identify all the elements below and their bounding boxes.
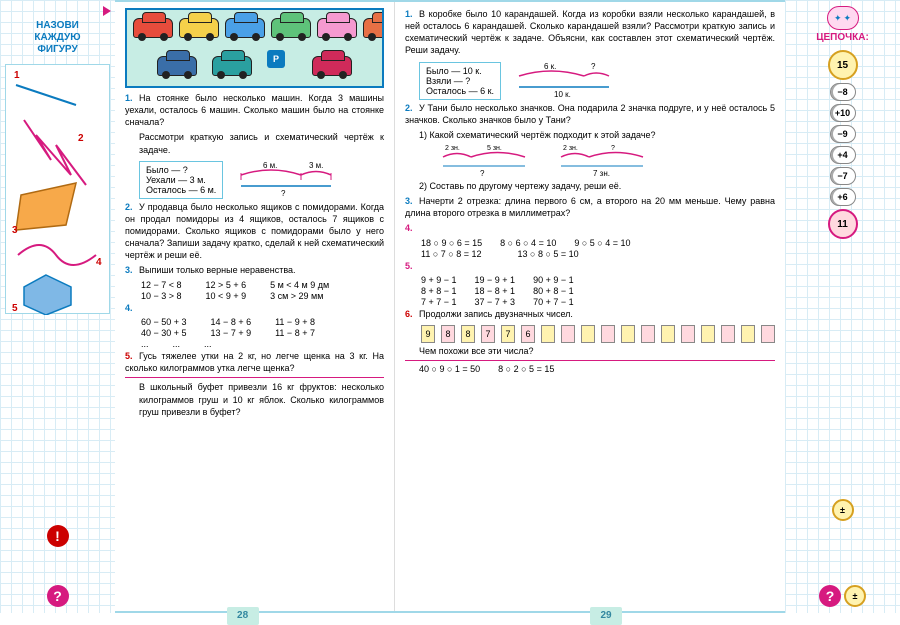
right-sidebar: ✦✦ ЦЕПОЧКА: 15 −8 +10 −9 +4 −7 +6 11 ± ?…: [785, 0, 900, 613]
segment-small-2: 2 зн.? 7 зн.: [553, 144, 653, 180]
chain-start: 15: [828, 50, 858, 80]
chain: 15 −8 +10 −9 +4 −7 +6 11: [828, 50, 858, 239]
ineq-row: 10 − 3 > 810 < 9 + 93 см > 29 мм: [141, 291, 384, 301]
chain-op: +4: [830, 146, 856, 164]
svg-text:6 м.: 6 м.: [263, 161, 277, 170]
svg-text:?: ?: [591, 62, 596, 71]
plus-minus-icon: ±: [832, 499, 854, 521]
shape-label-2: 2: [78, 133, 84, 144]
svg-text:5 зн.: 5 зн.: [487, 145, 502, 152]
task1-text: На стоянке было несколько машин. Когда 3…: [125, 93, 384, 127]
sidebar-title: НАЗОВИКАЖДУЮФИГУРУ: [34, 20, 80, 56]
svg-text:2 зн.: 2 зн.: [563, 145, 578, 152]
chain-op: +10: [830, 104, 856, 122]
task6-text: Продолжи запись двузначных чисел.: [419, 309, 573, 319]
shape-label-4: 4: [96, 257, 102, 268]
extra-eq: 40 ○ 9 ○ 1 = 50: [419, 364, 480, 374]
chain-end: 11: [828, 209, 858, 239]
left-sidebar: НАЗОВИКАЖДУЮФИГУРУ 1 2 3 4 5 ! ?: [0, 0, 115, 613]
task2b-q1: 1) Какой схематический чертёж подходит к…: [419, 129, 775, 141]
task-num: 4.: [125, 302, 139, 314]
task2-text: У продавца было несколько ящиков с помид…: [125, 202, 384, 261]
task1b-box: Было — 10 к.Взяли — ?Осталось — 6 к.: [419, 62, 501, 100]
task3-text: Выпиши только верные неравенства.: [139, 265, 296, 275]
shapes-panel: 1 2 3 4 5: [5, 64, 110, 314]
task3b-text: Начерти 2 отрезка: длина первого 6 см, а…: [405, 196, 775, 218]
star-badge: ✦✦: [827, 6, 859, 30]
task-num: 5.: [405, 260, 419, 272]
shapes-svg: [6, 65, 111, 315]
svg-text:2 зн.: 2 зн.: [445, 145, 460, 152]
segment-diagram-1: 6 м. 3 м. ?: [231, 160, 341, 200]
svg-text:?: ?: [480, 169, 485, 178]
divider: [405, 360, 775, 362]
chain-op: +6: [830, 188, 856, 206]
task2b-q2: 2) Составь по другому чертежу задачу, ре…: [419, 180, 775, 192]
shape-label-3: 3: [12, 225, 18, 236]
task-num: 2.: [125, 201, 139, 213]
pages: P 1.На стоянке было несколько машин. Ког…: [115, 0, 785, 613]
circle-eq: 18 ○ 9 ○ 6 = 158 ○ 6 ○ 4 = 109 ○ 5 ○ 4 =…: [421, 238, 775, 248]
page-28: P 1.На стоянке было несколько машин. Ког…: [115, 2, 394, 611]
parking-icon: P: [267, 50, 285, 68]
page-number: 29: [590, 607, 622, 625]
svg-text:10 к.: 10 к.: [554, 90, 571, 99]
chain-title: ЦЕПОЧКА:: [816, 32, 869, 43]
task-num: 2.: [405, 102, 419, 114]
ineq-row: 12 − 7 < 812 > 5 + 65 м < 4 м 9 дм: [141, 280, 384, 290]
number-strip: 98 87 76: [421, 325, 775, 343]
shape-label-1: 1: [14, 70, 20, 81]
task1b-text: В коробке было 10 карандашей. Когда из к…: [405, 9, 775, 55]
page-number: 28: [227, 607, 259, 625]
cars-illustration: P: [125, 8, 384, 88]
task6-q: Чем похожи все эти числа?: [419, 345, 775, 357]
task-num: 3.: [405, 195, 419, 207]
chain-op: −8: [830, 83, 856, 101]
svg-text:?: ?: [611, 145, 615, 152]
question-icon: ?: [47, 585, 69, 607]
task-num: 6.: [405, 308, 419, 320]
shape-label-5: 5: [12, 303, 18, 314]
chain-op: −9: [830, 125, 856, 143]
chain-op: −7: [830, 167, 856, 185]
segment-diagram-2: 6 к.? 10 к.: [509, 61, 619, 101]
divider: [125, 377, 384, 379]
task-num: 1.: [125, 92, 139, 104]
task1-text2: Рассмотри краткую запись и схематический…: [139, 131, 384, 155]
svg-text:7 зн.: 7 зн.: [593, 169, 610, 178]
page-29: 1.В коробке было 10 карандашей. Когда из…: [394, 2, 785, 611]
arrow-marker: [103, 6, 111, 16]
task-num: 3.: [125, 264, 139, 276]
task1-box: Было — ?Уехали — 3 м.Осталось — 6 м.: [139, 161, 223, 199]
exclaim-icon: !: [47, 525, 69, 547]
task2b-text: У Тани было несколько значков. Она подар…: [405, 103, 775, 125]
svg-text:?: ?: [281, 189, 286, 198]
extra-problem: В школьный буфет привезли 16 кг фруктов:…: [139, 381, 384, 417]
task-num: 4.: [405, 222, 419, 234]
svg-text:3 м.: 3 м.: [309, 161, 323, 170]
footer-icons: ?±: [819, 585, 866, 607]
segment-small-1: 2 зн. 5 зн. ?: [435, 144, 535, 180]
task-num: 1.: [405, 8, 419, 20]
task5-text: Гусь тяжелее утки на 2 кг, но легче щенк…: [125, 351, 384, 373]
task-num: 5.: [125, 350, 139, 362]
expr-row: 60 − 50 + 314 − 8 + 611 − 9 + 8: [141, 317, 384, 327]
svg-text:6 к.: 6 к.: [544, 62, 556, 71]
